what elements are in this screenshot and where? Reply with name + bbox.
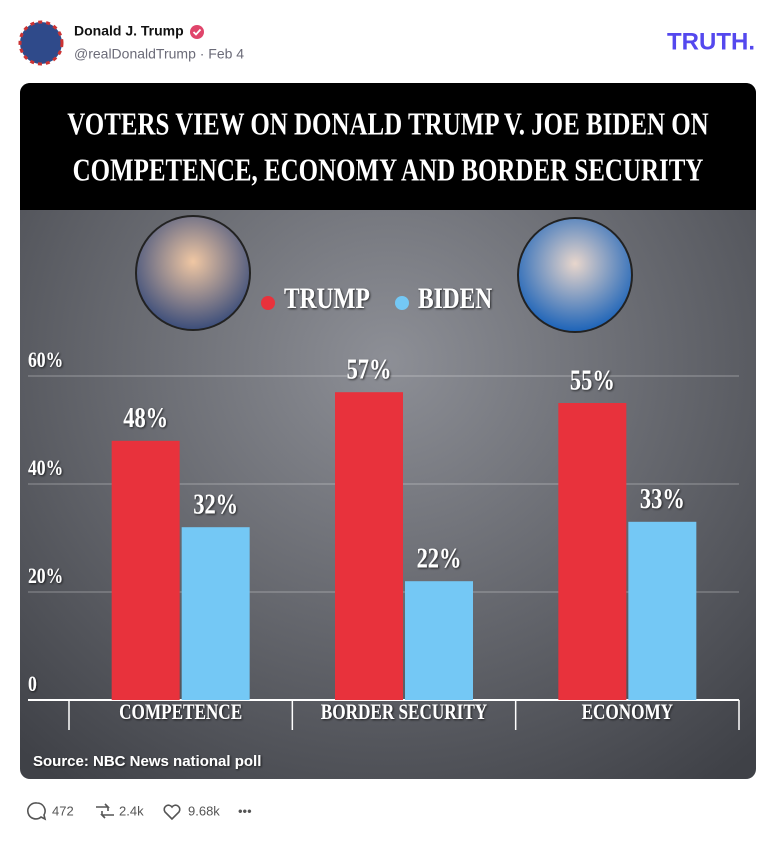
- chart-title: VOTERS VIEW ON DONALD TRUMP V. JOE BIDEN…: [67, 105, 708, 141]
- bar: [628, 521, 697, 700]
- value-label: 32%: [193, 490, 238, 521]
- reply-count: 472: [52, 803, 74, 818]
- x-tick-label: COMPETENCE: [119, 699, 242, 724]
- bar: [405, 581, 473, 700]
- value-label: 57%: [347, 355, 392, 386]
- like-count: 9.68k: [188, 803, 220, 818]
- bar: [111, 440, 180, 700]
- logo[interactable]: TRUTH.: [667, 28, 755, 55]
- actions: [27, 802, 181, 821]
- biden-photo: [517, 217, 633, 333]
- like-icon[interactable]: [163, 804, 181, 821]
- y-tick-label: 0: [28, 671, 37, 696]
- verified-badge: [190, 25, 204, 39]
- verified-check: [192, 28, 202, 36]
- reply-icon[interactable]: [27, 802, 47, 821]
- chart-title: COMPETENCE, ECONOMY AND BORDER SECURITY: [73, 151, 704, 187]
- source-note: Source: NBC News national poll: [33, 753, 261, 770]
- more-button[interactable]: •••: [238, 803, 252, 818]
- retruth-count: 2.4k: [119, 803, 144, 818]
- bar: [558, 403, 627, 700]
- trump-photo: [135, 215, 251, 331]
- byline: @realDonaldTrump · Feb 4: [74, 46, 244, 62]
- value-label: 22%: [417, 544, 462, 575]
- legend-label: BIDEN: [418, 282, 492, 315]
- value-label: 33%: [640, 484, 685, 515]
- x-tick-label: ECONOMY: [582, 699, 674, 724]
- legend-swatch: [261, 296, 275, 310]
- y-tick-label: 20%: [28, 563, 63, 588]
- bar: [181, 527, 250, 700]
- legend-label: TRUMP: [284, 282, 370, 315]
- x-tick-label: BORDER SECURITY: [321, 699, 487, 724]
- retruth-icon[interactable]: [96, 803, 114, 819]
- author[interactable]: Donald J. Trump: [74, 23, 184, 39]
- y-tick-label: 40%: [28, 455, 63, 480]
- value-label: 55%: [570, 365, 615, 396]
- y-tick-label: 60%: [28, 347, 63, 372]
- legend-swatch: [395, 296, 409, 310]
- value-label: 48%: [123, 403, 168, 434]
- avatar[interactable]: [20, 22, 62, 64]
- avatar-ring: [18, 20, 64, 66]
- bar: [335, 392, 403, 700]
- title-band: [20, 83, 756, 210]
- image-card: VOTERS VIEW ON DONALD TRUMP V. JOE BIDEN…: [20, 83, 756, 779]
